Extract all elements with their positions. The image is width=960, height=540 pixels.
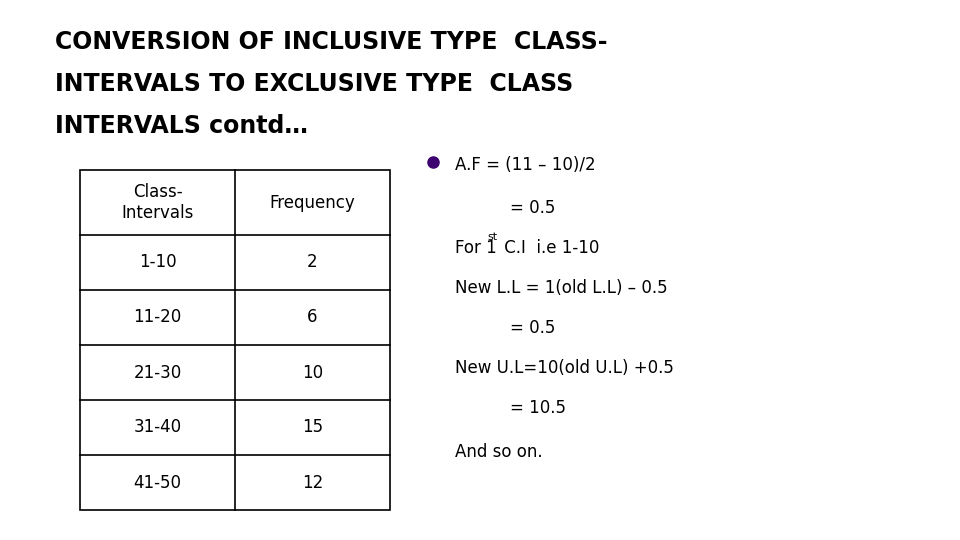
Text: 10: 10	[302, 363, 324, 381]
Text: 31-40: 31-40	[133, 418, 181, 436]
Text: = 10.5: = 10.5	[510, 399, 566, 417]
Text: 2: 2	[307, 253, 318, 272]
Text: = 0.5: = 0.5	[510, 199, 556, 217]
Text: 6: 6	[307, 308, 318, 327]
Text: st: st	[487, 232, 497, 242]
Text: New L.L = 1(old L.L) – 0.5: New L.L = 1(old L.L) – 0.5	[455, 279, 667, 297]
Text: = 0.5: = 0.5	[510, 319, 556, 337]
Text: A.F = (11 – 10)/2: A.F = (11 – 10)/2	[455, 156, 595, 174]
Text: INTERVALS TO EXCLUSIVE TYPE  CLASS: INTERVALS TO EXCLUSIVE TYPE CLASS	[55, 72, 573, 96]
Text: For 1: For 1	[455, 239, 496, 257]
Text: INTERVALS contd…: INTERVALS contd…	[55, 114, 308, 138]
Text: 15: 15	[302, 418, 324, 436]
Text: 1-10: 1-10	[138, 253, 177, 272]
Text: 11-20: 11-20	[133, 308, 181, 327]
Text: 21-30: 21-30	[133, 363, 181, 381]
Text: CONVERSION OF INCLUSIVE TYPE  CLASS-: CONVERSION OF INCLUSIVE TYPE CLASS-	[55, 30, 608, 54]
Text: 12: 12	[301, 474, 324, 491]
Text: New U.L=10(old U.L) +0.5: New U.L=10(old U.L) +0.5	[455, 359, 674, 377]
Text: C.I  i.e 1-10: C.I i.e 1-10	[499, 239, 599, 257]
Text: 41-50: 41-50	[133, 474, 181, 491]
Bar	[80, 170, 390, 510]
Text: Frequency: Frequency	[270, 193, 355, 212]
Text: And so on.: And so on.	[455, 443, 542, 461]
Text: Class-
Intervals: Class- Intervals	[121, 183, 194, 222]
